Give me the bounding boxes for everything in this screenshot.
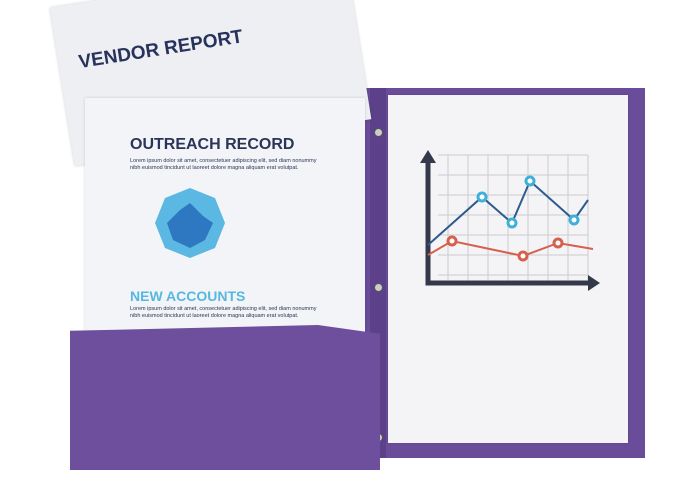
rivet-icon — [374, 128, 383, 137]
blue-point — [506, 217, 518, 229]
folder-pocket — [70, 325, 380, 470]
red-point — [552, 237, 564, 249]
new-accounts-body: Lorem ipsum dolor sit amet, consectetuer… — [130, 306, 317, 319]
blue-point — [524, 175, 536, 187]
chart-paper — [388, 95, 628, 443]
outreach-body: Lorem ipsum dolor sit amet, consectetuer… — [130, 158, 317, 171]
red-point — [517, 250, 529, 262]
blue-point — [476, 191, 488, 203]
axes — [425, 157, 593, 286]
line-chart-illustration — [420, 150, 600, 291]
rivet-icon — [374, 283, 383, 292]
red-point — [446, 235, 458, 247]
blue-point — [568, 214, 580, 226]
new-accounts-title: NEW ACCOUNTS — [130, 288, 246, 304]
vendor-report-title: VENDOR REPORT — [77, 26, 245, 74]
outreach-title: OUTREACH RECORD — [130, 136, 295, 153]
radar-inner-area — [167, 203, 213, 248]
outreach-record-sheet: OUTREACH RECORD Lorem ipsum dolor sit am… — [85, 98, 365, 338]
radar-chart-illustration — [155, 188, 225, 258]
